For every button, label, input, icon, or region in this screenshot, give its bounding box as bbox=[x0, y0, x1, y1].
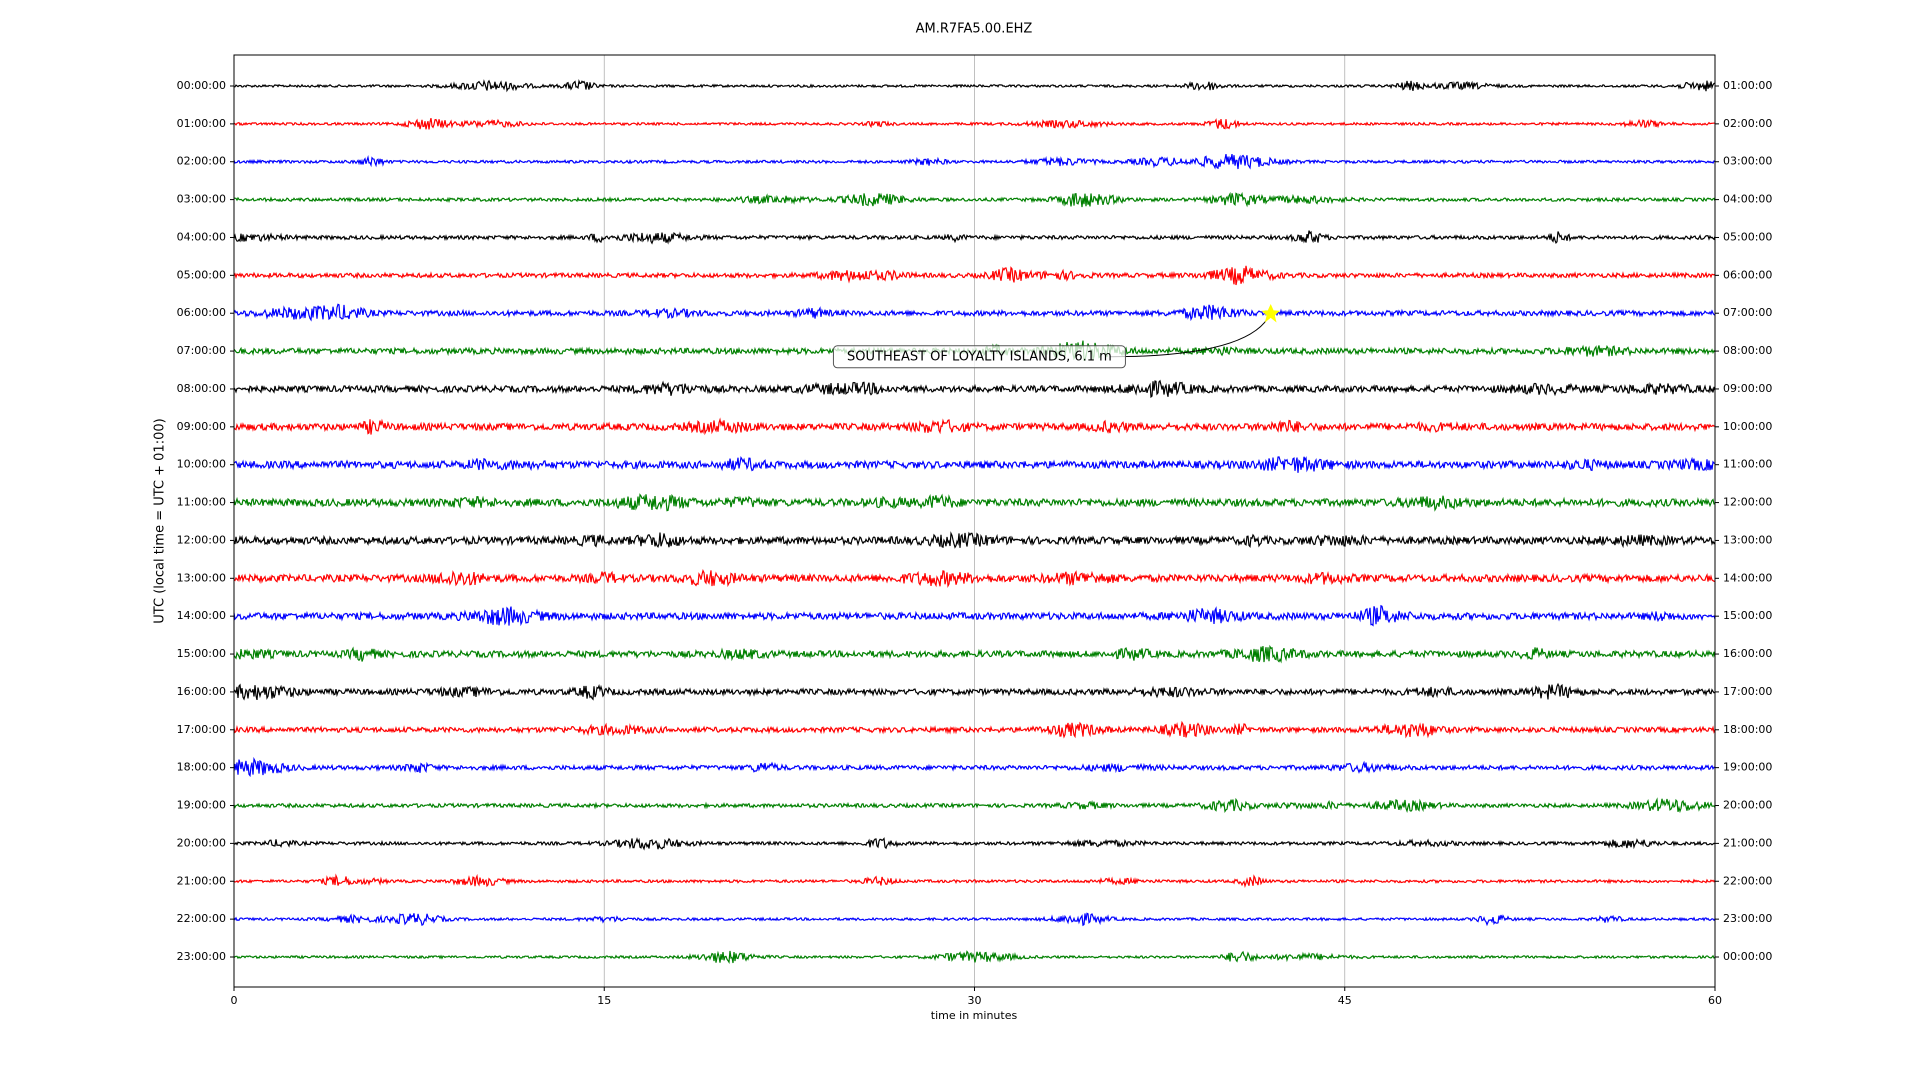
y-tick-label-right: 11:00:00 bbox=[1723, 458, 1772, 471]
y-tick-label: 11:00:00 bbox=[177, 496, 226, 509]
y-tick-label: 20:00:00 bbox=[177, 836, 226, 849]
y-tick-label: 12:00:00 bbox=[177, 533, 226, 546]
annotation-arrow bbox=[1109, 313, 1272, 358]
trace bbox=[233, 265, 1716, 286]
trace bbox=[233, 837, 1716, 851]
y-tick-label-right: 18:00:00 bbox=[1723, 723, 1772, 736]
trace bbox=[233, 153, 1716, 170]
y-tick-label: 23:00:00 bbox=[177, 950, 226, 963]
y-tick-label: 10:00:00 bbox=[177, 458, 226, 471]
y-tick-label-right: 15:00:00 bbox=[1723, 609, 1772, 622]
event-marker bbox=[1261, 304, 1280, 323]
trace bbox=[233, 682, 1716, 701]
y-tick-label-right: 20:00:00 bbox=[1723, 799, 1772, 812]
y-tick-label-right: 06:00:00 bbox=[1723, 268, 1772, 281]
x-tick-label: 45 bbox=[1338, 994, 1352, 1007]
y-tick-label-right: 13:00:00 bbox=[1723, 533, 1772, 546]
x-axis-label: time in minutes bbox=[931, 1009, 1018, 1022]
y-tick-label-right: 17:00:00 bbox=[1723, 685, 1772, 698]
trace bbox=[233, 797, 1716, 814]
y-tick-label: 19:00:00 bbox=[177, 799, 226, 812]
trace bbox=[233, 303, 1716, 322]
y-tick-label-right: 05:00:00 bbox=[1723, 230, 1772, 243]
trace bbox=[233, 569, 1716, 589]
y-tick-label: 21:00:00 bbox=[177, 874, 226, 887]
y-tick-label-right: 19:00:00 bbox=[1723, 761, 1772, 774]
y-tick-label-right: 12:00:00 bbox=[1723, 496, 1772, 509]
y-tick-label-right: 04:00:00 bbox=[1723, 193, 1772, 206]
trace bbox=[233, 720, 1716, 739]
chart-title: AM.R7FA5.00.EHZ bbox=[916, 22, 1033, 37]
x-tick-label: 15 bbox=[597, 994, 611, 1007]
plot-frame bbox=[233, 54, 1716, 988]
x-tick-label: 30 bbox=[968, 994, 982, 1007]
y-tick-label: 01:00:00 bbox=[177, 117, 226, 130]
x-tick-label: 0 bbox=[231, 994, 238, 1007]
y-tick-label-right: 07:00:00 bbox=[1723, 306, 1772, 319]
y-tick-label: 14:00:00 bbox=[177, 609, 226, 622]
y-tick-label-right: 22:00:00 bbox=[1723, 874, 1772, 887]
y-tick-label: 16:00:00 bbox=[177, 685, 226, 698]
y-tick-label: 06:00:00 bbox=[177, 306, 226, 319]
y-tick-label-right: 01:00:00 bbox=[1723, 79, 1772, 92]
trace bbox=[233, 230, 1716, 245]
trace bbox=[233, 379, 1716, 399]
trace bbox=[233, 756, 1716, 778]
y-tick-label: 00:00:00 bbox=[177, 79, 226, 92]
y-tick-label-right: 23:00:00 bbox=[1723, 912, 1772, 925]
trace bbox=[233, 78, 1716, 93]
y-tick-label: 15:00:00 bbox=[177, 647, 226, 660]
trace bbox=[233, 912, 1716, 927]
trace bbox=[233, 417, 1716, 436]
trace bbox=[233, 950, 1716, 965]
y-tick-label: 17:00:00 bbox=[177, 723, 226, 736]
y-tick-label: 22:00:00 bbox=[177, 912, 226, 925]
y-tick-label-right: 16:00:00 bbox=[1723, 647, 1772, 660]
y-tick-label-right: 10:00:00 bbox=[1723, 420, 1772, 433]
y-tick-label: 05:00:00 bbox=[177, 268, 226, 281]
y-tick-label-right: 09:00:00 bbox=[1723, 382, 1772, 395]
y-tick-label: 03:00:00 bbox=[177, 193, 226, 206]
annotation-box bbox=[832, 345, 1126, 369]
x-tick-label: 60 bbox=[1708, 994, 1722, 1007]
y-tick-label: 13:00:00 bbox=[177, 571, 226, 584]
y-tick-label-right: 14:00:00 bbox=[1723, 571, 1772, 584]
trace bbox=[233, 191, 1716, 208]
y-tick-label: 09:00:00 bbox=[177, 420, 226, 433]
trace bbox=[233, 531, 1716, 549]
y-tick-label: 02:00:00 bbox=[177, 155, 226, 168]
y-tick-label-right: 02:00:00 bbox=[1723, 117, 1772, 130]
trace bbox=[233, 644, 1716, 664]
trace bbox=[233, 604, 1716, 627]
y-tick-label-right: 21:00:00 bbox=[1723, 836, 1772, 849]
y-tick-label-right: 00:00:00 bbox=[1723, 950, 1772, 963]
y-tick-label: 07:00:00 bbox=[177, 344, 226, 357]
trace bbox=[233, 493, 1715, 512]
y-axis-label: UTC (local time = UTC + 01:00) bbox=[153, 418, 168, 623]
y-tick-label: 04:00:00 bbox=[177, 230, 226, 243]
y-tick-label: 08:00:00 bbox=[177, 382, 226, 395]
annotation-text: SOUTHEAST OF LOYALTY ISLANDS, 6.1 m bbox=[847, 349, 1112, 364]
trace bbox=[233, 118, 1716, 130]
trace bbox=[233, 456, 1716, 473]
y-tick-label-right: 03:00:00 bbox=[1723, 155, 1772, 168]
y-tick-label-right: 08:00:00 bbox=[1723, 344, 1772, 357]
y-tick-label: 18:00:00 bbox=[177, 761, 226, 774]
trace bbox=[233, 873, 1716, 889]
